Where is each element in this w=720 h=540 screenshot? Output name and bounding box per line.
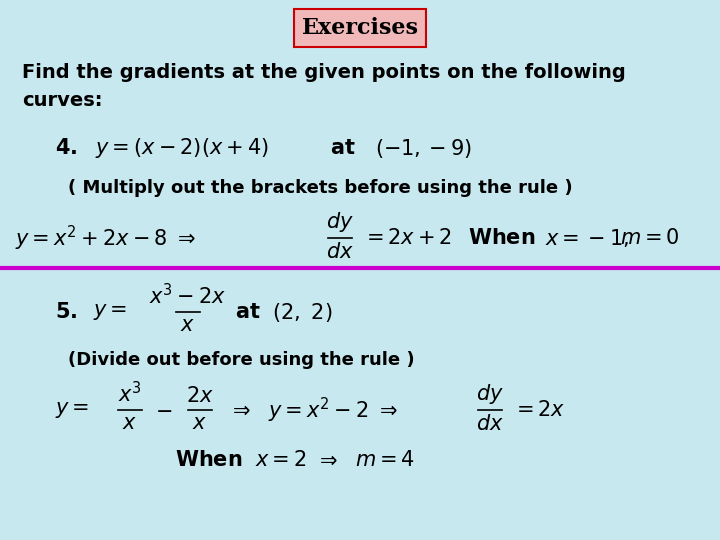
Text: $x^{3}-2x$: $x^{3}-2x$ [149, 282, 227, 308]
Text: $y=$: $y=$ [93, 302, 127, 322]
Text: $dx$: $dx$ [476, 414, 504, 434]
Text: $x=2$: $x=2$ [255, 450, 307, 470]
Text: $\mathbf{4.}$: $\mathbf{4.}$ [55, 138, 77, 158]
Text: $\mathbf{5.}$: $\mathbf{5.}$ [55, 302, 77, 322]
Text: ( Multiply out the brackets before using the rule ): ( Multiply out the brackets before using… [68, 179, 572, 197]
Text: $\mathbf{When}$: $\mathbf{When}$ [175, 450, 243, 470]
Text: $\mathbf{at}$: $\mathbf{at}$ [235, 302, 261, 322]
Text: $y=x^{2}+2x-8\ \Rightarrow$: $y=x^{2}+2x-8\ \Rightarrow$ [15, 224, 197, 253]
Text: $\mathbf{at}$: $\mathbf{at}$ [330, 138, 356, 158]
Text: $y=$: $y=$ [55, 400, 89, 420]
Text: Find the gradients at the given points on the following: Find the gradients at the given points o… [22, 63, 626, 82]
Text: $x$: $x$ [192, 414, 207, 433]
Text: $y=x^{2}-2\ \Rightarrow$: $y=x^{2}-2\ \Rightarrow$ [268, 395, 398, 424]
Text: $=2x+2$: $=2x+2$ [362, 228, 452, 248]
Text: $x^{3}$: $x^{3}$ [118, 381, 142, 406]
Text: $dy$: $dy$ [326, 210, 354, 234]
Text: $\mathbf{When}$: $\mathbf{When}$ [468, 228, 535, 248]
Text: $x$: $x$ [122, 414, 138, 433]
Text: $y=(x-2)(x+4)$: $y=(x-2)(x+4)$ [95, 136, 269, 160]
Text: $\Rightarrow$: $\Rightarrow$ [315, 450, 338, 469]
Text: curves:: curves: [22, 91, 102, 110]
Text: $m=4$: $m=4$ [355, 450, 415, 470]
Text: (Divide out before using the rule ): (Divide out before using the rule ) [68, 351, 415, 369]
Text: $=2x$: $=2x$ [512, 400, 565, 420]
Text: $\Rightarrow$: $\Rightarrow$ [228, 401, 251, 420]
Text: $(-1,-9)$: $(-1,-9)$ [375, 137, 472, 159]
Text: Exercises: Exercises [302, 17, 418, 39]
Text: $2x$: $2x$ [186, 386, 214, 406]
Text: $dx$: $dx$ [326, 242, 354, 262]
Text: $-$: $-$ [155, 401, 172, 420]
Text: $x=-1,$: $x=-1,$ [545, 227, 629, 249]
Text: $dy$: $dy$ [476, 382, 504, 406]
Text: $(2,\ 2)$: $(2,\ 2)$ [272, 300, 333, 323]
Text: $m=0$: $m=0$ [620, 228, 680, 248]
Text: $x$: $x$ [181, 316, 196, 335]
